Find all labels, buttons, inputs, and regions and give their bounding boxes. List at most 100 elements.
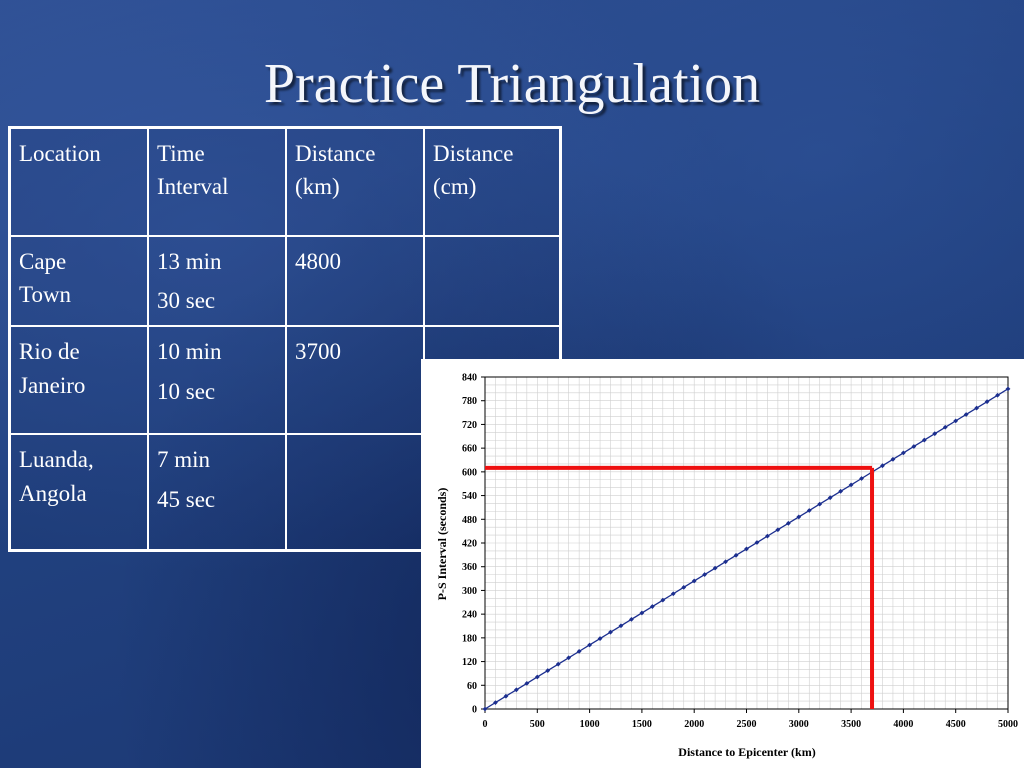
data-point: [785, 520, 791, 526]
header-time-interval: Time Interval: [147, 126, 287, 237]
table-row: Rio de Janeiro 10 min 10 sec 3700: [8, 325, 562, 436]
header-distance-km: Distance (km): [285, 126, 425, 237]
x-tick-label: 500: [530, 719, 545, 730]
data-point: [629, 616, 634, 622]
triangulation-table: Location Time Interval Distance (km) Dis…: [8, 126, 562, 552]
header-location: Location: [8, 126, 149, 237]
chart-series: [482, 386, 1011, 712]
time-min: 13 min: [157, 248, 222, 274]
cell-location: Luanda, Angola: [8, 433, 149, 552]
y-tick-label: 540: [462, 491, 477, 502]
data-point: [932, 431, 938, 437]
y-tick-label: 60: [467, 681, 477, 692]
header-distkm-label-2: (km): [295, 174, 340, 200]
x-tick-label: 1500: [632, 719, 652, 730]
x-tick-label: 5000: [998, 719, 1018, 730]
chart-annotation: [485, 465, 875, 709]
y-tick-label: 180: [462, 633, 477, 644]
data-point: [493, 700, 498, 705]
time-sec: 30 sec: [157, 287, 216, 313]
time-sec: 45 sec: [157, 486, 216, 512]
data-point: [765, 533, 770, 539]
data-point: [974, 405, 980, 411]
x-tick-label: 4500: [946, 719, 966, 730]
x-tick-label: 3000: [789, 719, 809, 730]
data-point: [806, 508, 812, 513]
data-point: [712, 565, 718, 571]
cell-time: 10 min 10 sec: [147, 325, 287, 436]
data-point: [880, 463, 885, 469]
data-point: [482, 706, 488, 712]
x-tick-label: 0: [483, 719, 488, 730]
x-tick-label: 4000: [893, 719, 913, 730]
data-point: [555, 661, 561, 667]
data-point: [618, 623, 624, 629]
y-tick-label: 600: [462, 467, 477, 478]
data-point: [660, 597, 666, 603]
location-line-1: Luanda,: [19, 447, 94, 473]
location-line-2: Angola: [19, 480, 87, 506]
y-axis-title: P-S Interval (seconds): [435, 488, 449, 601]
y-tick-label: 300: [462, 586, 477, 597]
data-point: [827, 495, 833, 501]
header-distance-cm: Distance (cm): [423, 126, 562, 237]
data-point: [597, 636, 603, 641]
data-point: [545, 668, 551, 673]
y-tick-label: 480: [462, 515, 477, 526]
cell-distance-km: [285, 433, 425, 552]
data-point: [848, 482, 854, 488]
data-point: [670, 591, 676, 597]
data-point: [691, 578, 697, 584]
y-tick-label: 120: [462, 657, 477, 668]
cell-time: 13 min 30 sec: [147, 234, 287, 328]
data-point: [587, 642, 592, 648]
data-point: [796, 514, 802, 520]
y-tick-label: 240: [462, 610, 477, 621]
y-tick-label: 840: [462, 373, 477, 384]
location-line-1: Cape: [19, 248, 67, 274]
header-distkm-label-1: Distance: [295, 141, 376, 166]
y-tick-label: 780: [462, 396, 477, 407]
data-point: [953, 418, 959, 424]
y-tick-label: 420: [462, 539, 477, 550]
time-min: 10 min: [157, 339, 222, 365]
x-tick-label: 2500: [737, 719, 757, 730]
data-point: [733, 552, 739, 558]
y-tick-label: 720: [462, 420, 477, 431]
data-point: [775, 527, 781, 533]
cell-time: 7 min 45 sec: [147, 433, 287, 552]
y-tick-label: 0: [472, 705, 477, 716]
data-point: [901, 450, 906, 456]
header-time-label-1: Time: [157, 141, 205, 166]
header-time-label-2: Interval: [157, 174, 229, 200]
x-tick-label: 1000: [580, 719, 600, 730]
slide-title: Practice Triangulation: [263, 53, 761, 115]
data-point: [513, 687, 519, 693]
data-point: [911, 444, 917, 449]
location-line-1: Rio de: [19, 339, 80, 365]
cell-location: Cape Town: [8, 234, 149, 328]
cell-location: Rio de Janeiro: [8, 325, 149, 436]
cell-distance-km: 3700: [285, 325, 425, 436]
cell-distance-km: 4800: [285, 234, 425, 328]
data-point: [576, 648, 582, 654]
data-point: [984, 399, 990, 405]
data-point: [503, 693, 509, 699]
table-row: Cape Town 13 min 30 sec 4800: [8, 234, 562, 328]
data-point: [702, 572, 708, 577]
data-point: [942, 424, 948, 430]
y-tick-label: 360: [462, 562, 477, 573]
data-point: [649, 604, 655, 609]
location-line-2: Janeiro: [19, 372, 86, 398]
time-min: 7 min: [157, 447, 211, 473]
chart-svg: 0 500 1000 1500 2000 2500 3000 3500 4000 4500 5000…: [435, 373, 1018, 760]
time-sec: 10 sec: [157, 378, 216, 404]
x-tick-label: 2000: [684, 719, 704, 730]
data-point: [534, 674, 540, 680]
location-line-2: Town: [19, 281, 72, 307]
data-point: [1005, 386, 1011, 392]
cell-distance-cm: [423, 234, 562, 328]
data-point: [524, 680, 530, 686]
data-point: [817, 501, 823, 507]
data-point: [754, 540, 760, 545]
